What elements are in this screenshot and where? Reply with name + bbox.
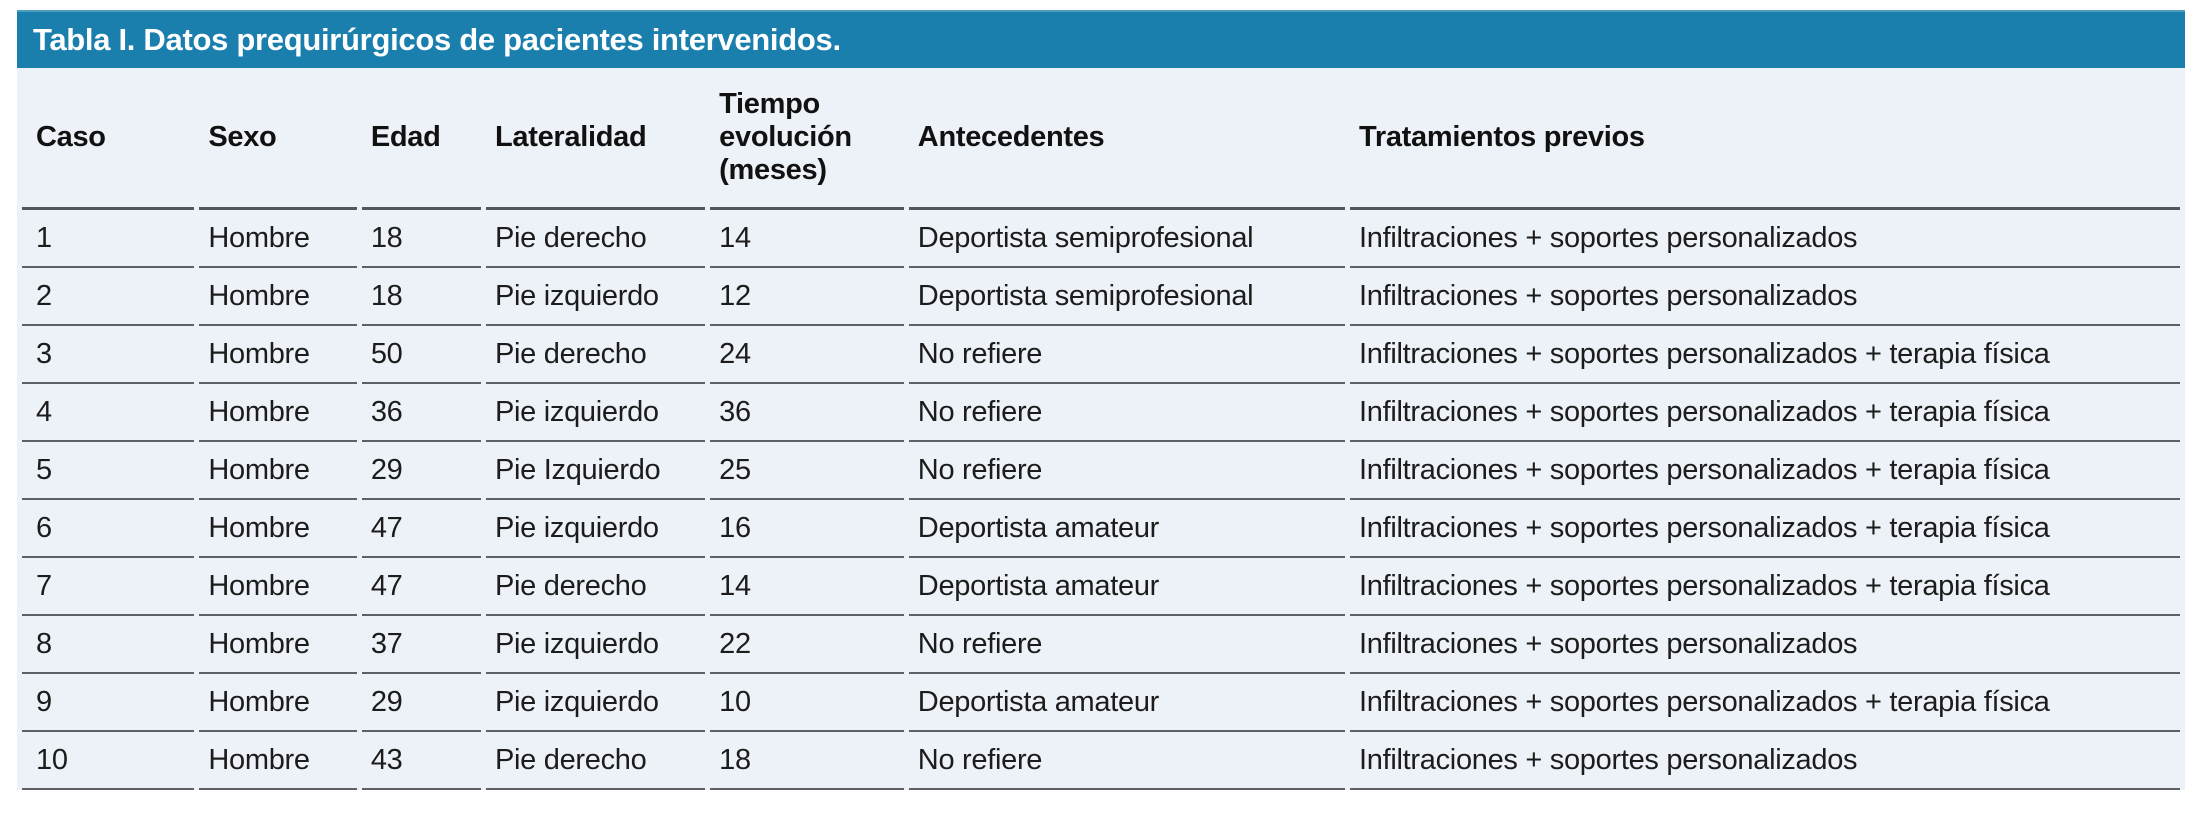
table-cell: 47 bbox=[361, 558, 481, 616]
table-cell: Infiltraciones + soportes personalizados… bbox=[1350, 500, 2180, 558]
table-cell: 7 bbox=[22, 558, 195, 616]
table-cell: 9 bbox=[22, 674, 195, 732]
table-cell: Hombre bbox=[199, 384, 357, 442]
table-cell: Deportista amateur bbox=[908, 500, 1346, 558]
table-cell: Hombre bbox=[199, 442, 357, 500]
column-header: Lateralidad bbox=[485, 68, 706, 210]
table-cell: 47 bbox=[361, 500, 481, 558]
table-row: 4 Hombre 36 Pie izquierdo 36 No refiere Infilt… bbox=[22, 384, 2180, 442]
column-header: Sexo bbox=[199, 68, 357, 210]
table-cell: 43 bbox=[361, 732, 481, 790]
table-cell: 18 bbox=[710, 732, 904, 790]
table-cell: Pie izquierdo bbox=[485, 674, 706, 732]
table-body: 1 Hombre 18 Pie derecho 14 Deportista semipro… bbox=[22, 210, 2180, 790]
column-header: Tiempo evolución (meses) bbox=[710, 68, 904, 210]
table-cell: 12 bbox=[710, 268, 904, 326]
table-cell: Pie Izquierdo bbox=[485, 442, 706, 500]
column-header: Antecedentes bbox=[908, 68, 1346, 210]
table-cell: 14 bbox=[710, 558, 904, 616]
table-cell: No refiere bbox=[908, 616, 1346, 674]
table-cell: 29 bbox=[361, 674, 481, 732]
table-cell: 29 bbox=[361, 442, 481, 500]
table-cell: Infiltraciones + soportes personalizados… bbox=[1350, 326, 2180, 384]
table-cell: 50 bbox=[361, 326, 481, 384]
table-cell: Infiltraciones + soportes personalizados bbox=[1350, 268, 2180, 326]
table-cell: 25 bbox=[710, 442, 904, 500]
table-cell: Hombre bbox=[199, 616, 357, 674]
table-row: 3 Hombre 50 Pie derecho 24 No refiere Infiltra… bbox=[22, 326, 2180, 384]
table-row: 2 Hombre 18 Pie izquierdo 12 Deportista semip… bbox=[22, 268, 2180, 326]
table-row: 7 Hombre 47 Pie derecho 14 Deportista amateur… bbox=[22, 558, 2180, 616]
table-cell: 3 bbox=[22, 326, 195, 384]
table-cell: 18 bbox=[361, 210, 481, 268]
table-cell: No refiere bbox=[908, 442, 1346, 500]
table-cell: Pie derecho bbox=[485, 732, 706, 790]
table-cell: Hombre bbox=[199, 268, 357, 326]
table-cell: 18 bbox=[361, 268, 481, 326]
column-header: Edad bbox=[361, 68, 481, 210]
table-cell: Infiltraciones + soportes personalizados bbox=[1350, 732, 2180, 790]
table-cell: Hombre bbox=[199, 500, 357, 558]
table-cell: 10 bbox=[710, 674, 904, 732]
table-cell: 6 bbox=[22, 500, 195, 558]
table-cell: Pie izquierdo bbox=[485, 500, 706, 558]
table-cell: Infiltraciones + soportes personalizados bbox=[1350, 616, 2180, 674]
header-row: Caso Sexo Edad Lateralidad Tiempo evolución … bbox=[22, 68, 2180, 210]
table-cell: Infiltraciones + soportes personalizados… bbox=[1350, 384, 2180, 442]
table-cell: 16 bbox=[710, 500, 904, 558]
table-cell: 14 bbox=[710, 210, 904, 268]
table-cell: No refiere bbox=[908, 326, 1346, 384]
table-row: 10 Hombre 43 Pie derecho 18 No refiere Infiltr… bbox=[22, 732, 2180, 790]
table-cell: 1 bbox=[22, 210, 195, 268]
table-cell: 10 bbox=[22, 732, 195, 790]
column-header: Tratamientos previos bbox=[1350, 68, 2180, 210]
column-header: Caso bbox=[22, 68, 195, 210]
table-cell: 2 bbox=[22, 268, 195, 326]
table-cell: 22 bbox=[710, 616, 904, 674]
table-cell: Pie derecho bbox=[485, 210, 706, 268]
table-cell: No refiere bbox=[908, 384, 1346, 442]
table-cell: Deportista semiprofesional bbox=[908, 268, 1346, 326]
table-cell: Infiltraciones + soportes personalizados bbox=[1350, 210, 2180, 268]
table-row: 1 Hombre 18 Pie derecho 14 Deportista semipro… bbox=[22, 210, 2180, 268]
table-cell: Infiltraciones + soportes personalizados… bbox=[1350, 674, 2180, 732]
table-cell: Pie izquierdo bbox=[485, 616, 706, 674]
table-container: Tabla I. Datos prequirúrgicos de pacient… bbox=[17, 10, 2185, 790]
table-cell: 36 bbox=[361, 384, 481, 442]
table-cell: 37 bbox=[361, 616, 481, 674]
table-cell: Infiltraciones + soportes personalizados… bbox=[1350, 558, 2180, 616]
table-cell: 36 bbox=[710, 384, 904, 442]
table-header-row: Caso Sexo Edad Lateralidad Tiempo evolución … bbox=[22, 68, 2180, 210]
table-title-bar: Tabla I. Datos prequirúrgicos de pacient… bbox=[17, 10, 2185, 68]
table-cell: Infiltraciones + soportes personalizados… bbox=[1350, 442, 2180, 500]
table-cell: Deportista semiprofesional bbox=[908, 210, 1346, 268]
table-row: 9 Hombre 29 Pie izquierdo 10 Deportista amate… bbox=[22, 674, 2180, 732]
table-cell: Pie izquierdo bbox=[485, 384, 706, 442]
table-cell: No refiere bbox=[908, 732, 1346, 790]
table-cell: Pie derecho bbox=[485, 558, 706, 616]
table-title: Tabla I. Datos prequirúrgicos de pacient… bbox=[33, 22, 841, 57]
table-cell: Hombre bbox=[199, 558, 357, 616]
table-row: 5 Hombre 29 Pie Izquierdo 25 No refiere Infilt… bbox=[22, 442, 2180, 500]
patient-data-table: Caso Sexo Edad Lateralidad Tiempo evolución … bbox=[17, 68, 2185, 790]
table-cell: Pie derecho bbox=[485, 326, 706, 384]
table-cell: 4 bbox=[22, 384, 195, 442]
table-cell: Hombre bbox=[199, 674, 357, 732]
table-cell: Deportista amateur bbox=[908, 558, 1346, 616]
table-cell: Deportista amateur bbox=[908, 674, 1346, 732]
table-cell: 24 bbox=[710, 326, 904, 384]
table-cell: Hombre bbox=[199, 732, 357, 790]
table-row: 8 Hombre 37 Pie izquierdo 22 No refiere Infilt… bbox=[22, 616, 2180, 674]
table-cell: Pie izquierdo bbox=[485, 268, 706, 326]
table-cell: Hombre bbox=[199, 326, 357, 384]
table-cell: 8 bbox=[22, 616, 195, 674]
table-cell: 5 bbox=[22, 442, 195, 500]
table-row: 6 Hombre 47 Pie izquierdo 16 Deportista amate… bbox=[22, 500, 2180, 558]
table-cell: Hombre bbox=[199, 210, 357, 268]
